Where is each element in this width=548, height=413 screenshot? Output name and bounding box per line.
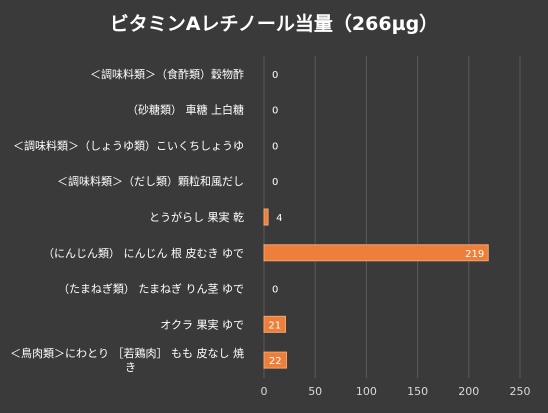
data-label: 0 [272, 141, 278, 152]
category-label: （砂糖類） 車糖 上白糖 [127, 103, 244, 117]
category-label: オクラ 果実 ゆで [160, 317, 244, 331]
x-tick-label: 0 [261, 385, 268, 398]
bar [263, 351, 288, 369]
category-label: （たまねぎ類） たまねぎ りん茎 ゆで [58, 282, 244, 296]
category-label: ＜調味料類＞（しょうゆ類）こいくちしょうゆ [13, 138, 244, 152]
data-label: 21 [268, 320, 281, 331]
data-label: 0 [272, 177, 278, 188]
x-tick-label: 50 [308, 385, 322, 398]
chart-title: ビタミンAレチノール当量（266µg） [110, 12, 438, 35]
x-axis-tick-labels: 0 50 100 150 200 250 [261, 385, 531, 398]
data-label: 0 [272, 70, 278, 81]
x-tick-label: 100 [356, 385, 377, 398]
data-label: 4 [276, 213, 282, 224]
category-labels: ＜調味料類＞（食酢類）穀物酢 （砂糖類） 車糖 上白糖 ＜調味料類＞（しょうゆ類）こ… [10, 67, 244, 374]
gridlines [263, 56, 521, 378]
category-label: とうがらし 果実 乾 [149, 210, 244, 224]
bar [263, 208, 269, 226]
x-tick-label: 200 [458, 385, 479, 398]
data-labels: 0 0 0 0 4 219 0 21 22 [268, 70, 484, 367]
category-label: （にんじん類） にんじん 根 皮むき ゆで [43, 246, 244, 260]
data-label: 22 [269, 356, 282, 367]
data-label: 0 [272, 285, 278, 296]
bar [263, 315, 287, 333]
data-label: 219 [465, 249, 484, 260]
category-label: ＜調味料類＞（だし類）顆粒和風だし [57, 174, 244, 188]
category-label: ＜鳥肉類＞にわとり ［若鶏肉］ もも 皮なし 焼き [10, 346, 244, 374]
bar [263, 244, 489, 262]
x-tick-label: 250 [510, 385, 531, 398]
category-label: ＜調味料類＞（食酢類）穀物酢 [90, 67, 244, 81]
bars [263, 208, 489, 369]
x-tick-label: 150 [407, 385, 428, 398]
data-label: 0 [272, 106, 278, 117]
